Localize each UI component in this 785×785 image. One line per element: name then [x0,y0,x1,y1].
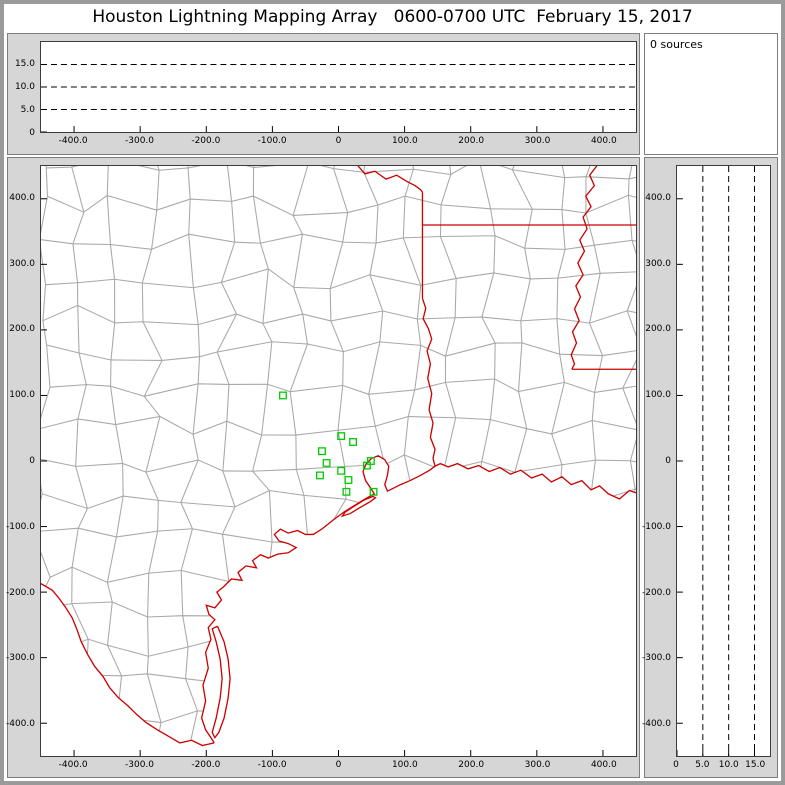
lma-station-marker [342,487,351,496]
lma-station-markers [278,391,378,496]
barrier-island [340,495,377,518]
y-tick-label: 200.0 [645,324,671,335]
lma-station-marker [318,447,326,456]
y-tick-label: -400.0 [5,719,35,730]
x-tick-label: 0 [335,136,342,146]
plan-view-map-panel: -400.0 -300.0 -200.0 -100.0 0 100.0 200.0 300.0… [5,157,640,778]
x-tick-label: 0 [335,760,342,770]
x-tick-label: -200.0 [191,136,221,146]
x-tick-label: -300.0 [124,760,155,770]
y-tick-label: -300.0 [641,653,671,664]
source-count-panel: 0 sources [644,33,778,155]
x-tick-label: 0 [673,760,679,770]
altitude-vs-eastwest-plot[interactable] [40,41,637,133]
x-tick-label: 400.0 [590,760,617,770]
lma-station-marker [337,466,346,475]
x-tick-label: -400.0 [58,136,88,146]
lma-station-marker [337,432,346,441]
plan-view-map-plot[interactable] [40,165,637,757]
y-tick-label: 100.0 [645,390,671,401]
coastline [200,455,636,744]
altitude-vs-eastwest-panel: -400.0 -300.0 -200.0 -100.0 0 100.0 200.0 300.0… [7,33,640,155]
altitude-ew-grid [41,64,636,132]
axis-ticks [41,198,604,756]
state-boundaries [41,166,636,747]
x-tick-label: 10.0 [718,760,739,770]
y-tick-label: 300.0 [645,258,671,269]
axis-ticks [41,64,604,132]
x-tick-label: 100.0 [391,760,418,770]
y-tick-label: 5.0 [20,105,35,115]
lma-station-marker [316,471,324,480]
altitude-vs-northsouth-panel: 0 5.0 10.0 15.0 400.0 300.0 200.0 100.0 0 -100.0 -… [641,157,778,778]
y-tick-label: -200.0 [641,587,671,598]
x-tick-label: 300.0 [524,136,551,146]
x-tick-label: 300.0 [524,760,551,770]
x-tick-label: -300.0 [124,136,155,146]
lma-station-marker [278,391,287,400]
lma-station-marker [344,476,353,484]
lma-station-marker [349,438,358,446]
rio-grande-border [41,582,215,747]
source-count-label: 0 sources [650,38,703,51]
y-tick-label: -100.0 [641,521,671,532]
x-tick-label: -200.0 [191,760,221,770]
x-tick-label: 15.0 [745,760,766,770]
lma-station-marker [322,459,331,467]
y-tick-label: 300.0 [9,258,35,269]
y-tick-label: 400.0 [9,192,35,203]
texas-map [41,166,636,756]
x-tick-label: -400.0 [58,760,88,770]
x-tick-label: 100.0 [391,136,418,146]
barrier-island [211,625,231,739]
x-tick-label: 5.0 [695,760,710,770]
y-tick-label: -400.0 [641,719,671,730]
y-tick-label: 10.0 [14,82,35,92]
y-tick-label: 400.0 [645,192,671,203]
lma-station-marker [369,487,378,496]
y-tick-label: 0 [29,456,35,466]
y-tick-label: -100.0 [5,521,35,532]
lma-station-marker [362,461,371,470]
y-tick-label: -200.0 [5,587,35,598]
x-tick-label: 400.0 [590,136,617,146]
axis-ticks [677,198,755,756]
x-tick-label: 200.0 [458,136,485,146]
y-tick-label: 200.0 [9,324,35,335]
x-tick-label: -100.0 [257,136,287,146]
y-tick-label: 0 [665,456,671,466]
x-tick-label: -100.0 [257,760,287,770]
altitude-vs-northsouth-plot[interactable] [676,165,771,757]
altitude-ns-grid [677,166,755,756]
y-tick-label: 15.0 [14,59,35,69]
y-tick-label: 0 [29,128,35,138]
y-tick-label: 100.0 [9,390,35,401]
x-tick-label: 200.0 [458,760,485,770]
y-tick-label: -300.0 [5,653,35,664]
county-boundaries [41,166,636,746]
page-title: Houston Lightning Mapping Array 0600-070… [92,7,693,27]
